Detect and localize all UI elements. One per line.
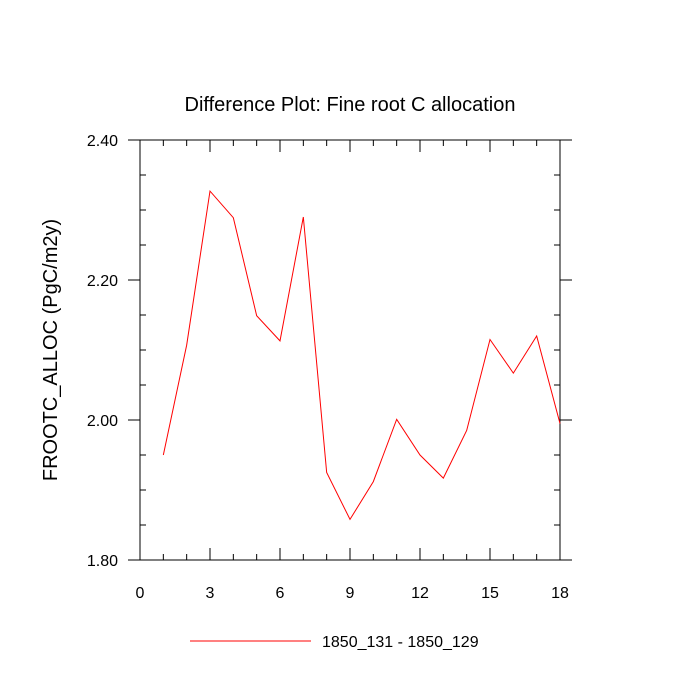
x-tick-label: 9 xyxy=(346,585,355,602)
y-tick-label: 2.00 xyxy=(87,413,118,430)
legend-label: 1850_131 - 1850_129 xyxy=(322,634,479,651)
y-tick-label: 2.40 xyxy=(87,133,118,150)
chart-title: Difference Plot: Fine root C allocation xyxy=(185,94,516,116)
x-tick-label: 18 xyxy=(551,585,569,602)
y-tick-label: 1.80 xyxy=(87,553,118,570)
series-line-0 xyxy=(162,189,561,521)
x-tick-label: 12 xyxy=(411,585,429,602)
axis-ticks xyxy=(128,139,572,561)
x-tick-label: 3 xyxy=(206,585,215,602)
x-tick-label: 6 xyxy=(276,585,285,602)
x-tick-label: 0 xyxy=(136,585,145,602)
series-layer xyxy=(162,189,561,521)
y-tick-label: 2.20 xyxy=(87,273,118,290)
axis-tick-labels: 0 3 6 9 12 15 18 1.80 2.00 2.20 2.40 xyxy=(87,133,569,602)
y-axis-label: FROOTC_ALLOC (PgC/m2y) xyxy=(40,219,62,481)
x-tick-label: 15 xyxy=(481,585,499,602)
